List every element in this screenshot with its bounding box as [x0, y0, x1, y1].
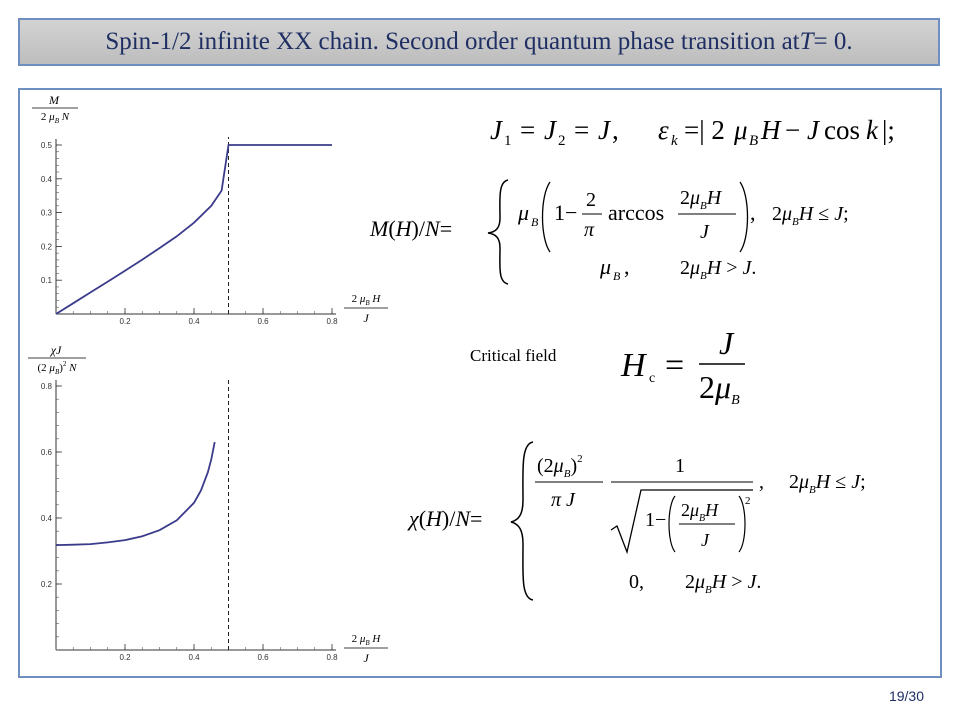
formula-magnetization: M(H)/N= μ B 1− 2 π arccos 2μBH J , 2μBH … — [369, 179, 849, 285]
svg-text:=: = — [574, 115, 589, 145]
svg-text:1: 1 — [675, 455, 685, 477]
svg-text:2μBH > J.: 2μBH > J. — [680, 257, 756, 282]
svg-text:,: , — [624, 254, 630, 279]
svg-text:π: π — [584, 219, 595, 241]
svg-text:=: = — [520, 115, 535, 145]
formula-susceptibility: χ(H)/N= (2μB)2 π J 1 1− 2μBH J 2 , 2μBH … — [407, 441, 866, 601]
series-line — [55, 441, 216, 546]
y-tick-label: 0.3 — [41, 209, 53, 218]
title-suffix: = 0. — [813, 28, 853, 55]
x-tick-label: 0.4 — [188, 317, 200, 326]
svg-text:μ: μ — [517, 200, 529, 225]
x-tick-label: 0.2 — [119, 653, 131, 662]
y-tick-label: 0.4 — [41, 514, 53, 523]
svg-text:k: k — [866, 115, 879, 145]
y-label-denominator: (2 μB)2 N — [38, 360, 78, 376]
svg-text:H: H — [760, 115, 782, 145]
svg-text:J: J — [700, 221, 710, 243]
svg-text:ε: ε — [658, 115, 669, 145]
svg-text:,: , — [759, 471, 764, 493]
svg-text:2μBH ≤ J;: 2μBH ≤ J; — [789, 471, 866, 496]
x-tick-label: 0.6 — [257, 653, 269, 662]
y-label-numerator: χJ — [50, 343, 62, 357]
svg-text:J: J — [544, 115, 558, 145]
x-tick-label: 0.8 — [326, 653, 338, 662]
svg-text:J: J — [598, 115, 612, 145]
y-tick-label: 0.1 — [41, 276, 53, 285]
title-variable: T — [799, 28, 814, 55]
svg-text:c: c — [649, 371, 655, 386]
svg-text:,: , — [750, 200, 756, 225]
x-label-numerator: 2 μB H — [352, 293, 382, 307]
y-tick-label: 0.6 — [41, 448, 53, 457]
svg-text:B: B — [531, 215, 539, 229]
svg-text:(2μB)2: (2μB)2 — [537, 453, 583, 480]
y-tick-label: 0.8 — [41, 382, 53, 391]
susceptibility-chart: 0.2 0.4 0.6 0.8 0.2 0.4 0.6 0.8 χJ (2 μB)2 N 2 μB … — [28, 343, 388, 665]
svg-text:|;: |; — [882, 115, 895, 145]
x-label-denominator: J — [363, 311, 369, 325]
page-number: 19/30 — [888, 688, 924, 704]
svg-text:,: , — [612, 115, 619, 145]
svg-text:μ: μ — [733, 115, 748, 145]
formula-critical-field: H c = J 2μB — [620, 325, 745, 408]
svg-text:=| 2: =| 2 — [684, 115, 725, 145]
svg-text:2μBH: 2μBH — [681, 500, 719, 524]
svg-text:2μBH ≤ J;: 2μBH ≤ J; — [772, 203, 849, 228]
y-tick-label: 0.2 — [41, 580, 53, 589]
y-axis-label: M 2 μB N — [32, 93, 78, 125]
svg-text:2: 2 — [558, 133, 566, 149]
y-tick-label: 0.5 — [41, 141, 53, 150]
svg-text:k: k — [671, 133, 678, 149]
y-tick-label: 0.4 — [41, 175, 53, 184]
svg-text:arccos: arccos — [608, 200, 664, 225]
slide-content — [18, 88, 942, 678]
svg-text:J: J — [701, 530, 710, 550]
magnetization-chart: 0.2 0.4 0.6 0.8 0.1 0.2 0.3 0.4 0.5 M 2 μB N 2 μB H… — [32, 93, 388, 326]
x-label-denominator: J — [363, 651, 369, 665]
x-tick-label: 0.4 — [188, 653, 200, 662]
y-tick-label: 0.2 — [41, 242, 53, 251]
svg-text:μ: μ — [599, 254, 611, 279]
critical-field-label: Critical field — [470, 346, 557, 365]
title-prefix: Spin-1/2 infinite XX chain. Second order… — [105, 28, 800, 55]
svg-text:B: B — [749, 133, 758, 149]
svg-text:J: J — [719, 325, 735, 361]
svg-text:2μB: 2μB — [699, 369, 740, 408]
y-label-denominator: 2 μB N — [41, 111, 70, 125]
svg-text:π J: π J — [551, 489, 576, 511]
y-label-numerator: M — [48, 93, 60, 107]
svg-text:cos: cos — [824, 115, 860, 145]
svg-text:2μBH: 2μBH — [680, 187, 723, 212]
svg-text:2: 2 — [745, 495, 751, 507]
formula-exchange-dispersion: J 1 = J 2 = J , ε k =| 2 μ B H − J cos k… — [490, 115, 895, 149]
series-line — [55, 144, 332, 315]
x-axis-label: 2 μB H J — [344, 633, 388, 665]
svg-text:J: J — [807, 115, 821, 145]
svg-text:2μBH > J.: 2μBH > J. — [685, 571, 761, 596]
svg-text:B: B — [613, 269, 621, 283]
svg-text:J: J — [490, 115, 504, 145]
svg-text:H: H — [620, 347, 648, 384]
svg-text:1: 1 — [504, 133, 512, 149]
svg-text:1−: 1− — [554, 200, 577, 225]
svg-text:1−: 1− — [645, 509, 666, 531]
y-axis-label: χJ (2 μB)2 N — [28, 343, 86, 376]
x-tick-label: 0.2 — [119, 317, 131, 326]
x-tick-label: 0.6 — [257, 317, 269, 326]
x-tick-label: 0.8 — [326, 317, 338, 326]
svg-text:0,: 0, — [629, 571, 644, 593]
svg-text:−: − — [785, 115, 800, 145]
slide-title: Spin-1/2 infinite XX chain. Second order… — [18, 18, 940, 66]
svg-text:χ(H)/N=: χ(H)/N= — [407, 506, 482, 531]
svg-text:M(H)/N=: M(H)/N= — [369, 216, 452, 241]
x-axis-label: 2 μB H J — [344, 293, 388, 325]
svg-text:2: 2 — [586, 189, 596, 211]
x-label-numerator: 2 μB H — [352, 633, 382, 647]
svg-text:=: = — [665, 347, 684, 384]
